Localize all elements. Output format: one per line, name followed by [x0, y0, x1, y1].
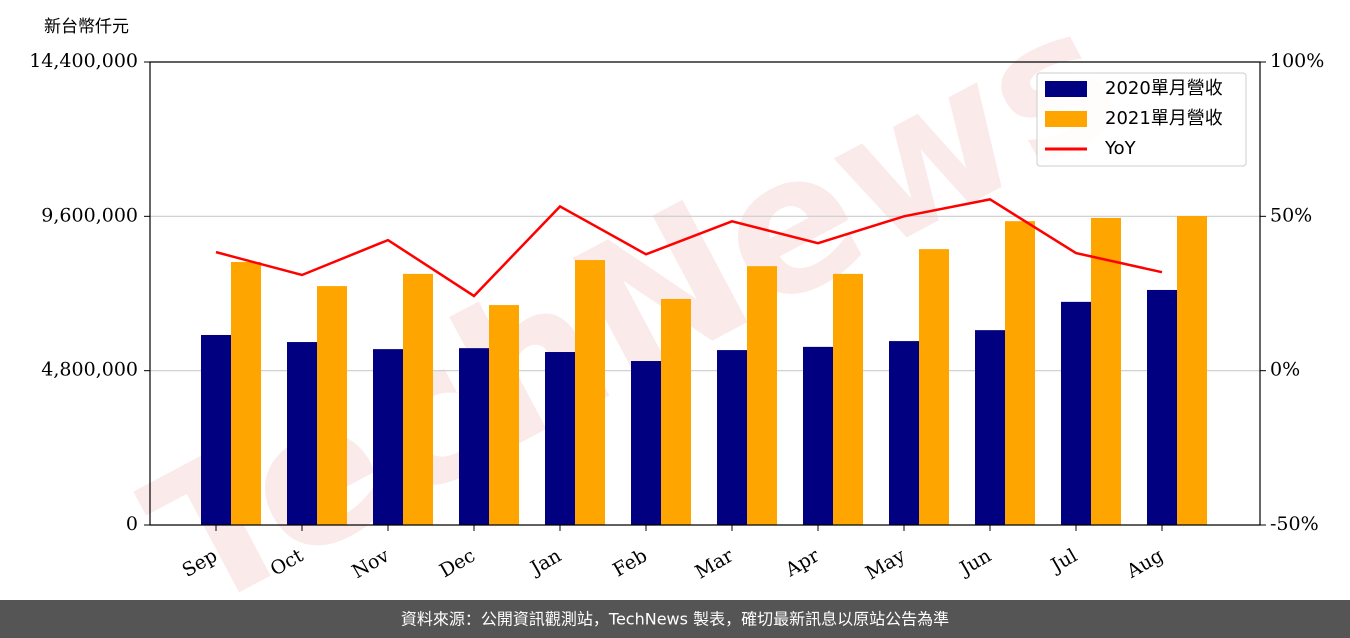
y2-tick-label: 100%	[1270, 50, 1324, 72]
bar	[287, 342, 317, 525]
legend-label: YoY	[1104, 138, 1137, 159]
bar	[803, 346, 833, 525]
x-tick-label: Jun	[954, 545, 995, 581]
legend-swatch	[1045, 111, 1087, 127]
legend-box	[1036, 72, 1247, 167]
y2-tick-label: -50%	[1270, 513, 1319, 535]
bar	[1147, 289, 1177, 525]
bar	[975, 330, 1005, 525]
bar	[747, 266, 777, 525]
y-tick-label: 9,600,000	[41, 204, 138, 226]
x-tick-label: Aug	[1122, 545, 1167, 584]
bar	[1061, 301, 1091, 525]
bar	[717, 350, 747, 525]
bar	[833, 273, 863, 525]
bar	[403, 273, 433, 525]
legend-label: 2021單月營收	[1105, 108, 1223, 129]
y-tick-label: 0	[126, 513, 138, 535]
x-tick-label: Mar	[691, 544, 737, 583]
y2-tick-label: 0%	[1270, 359, 1300, 381]
bar	[317, 286, 347, 525]
yoy-line	[215, 198, 1163, 298]
bar	[631, 361, 661, 525]
bar	[489, 305, 519, 525]
watermark: TechNews	[115, 0, 1153, 638]
bar	[919, 249, 949, 526]
bar	[459, 348, 489, 525]
x-tick-label: Jul	[1046, 545, 1081, 578]
legend-swatch	[1045, 81, 1087, 97]
bar	[1091, 217, 1121, 525]
x-tick-label: Jan	[525, 545, 565, 581]
bar	[1005, 221, 1035, 525]
plot-frame	[149, 61, 1261, 526]
y2-tick-label: 50%	[1270, 204, 1312, 226]
x-tick-label: Dec	[436, 545, 479, 583]
bar	[373, 349, 403, 525]
x-tick-label: Apr	[781, 544, 824, 581]
y-tick-label: 4,800,000	[41, 359, 138, 381]
footer-bar	[0, 600, 1350, 638]
bar	[661, 298, 691, 525]
bar	[1177, 216, 1207, 525]
x-tick-label: May	[862, 544, 909, 584]
bar	[231, 261, 261, 525]
y-tick-label: 14,400,000	[29, 50, 138, 72]
source-note: 資料來源：公開資訊觀測站，TechNews 製表，確切最新訊息以原站公告為準	[401, 610, 949, 629]
y-axis-label: 新台幣仟元	[44, 17, 129, 37]
bar	[889, 341, 919, 525]
bar	[575, 260, 605, 525]
x-tick-label: Feb	[609, 545, 651, 582]
bar	[545, 352, 575, 525]
legend-label: 2020單月營收	[1105, 78, 1223, 99]
bar	[201, 334, 231, 525]
